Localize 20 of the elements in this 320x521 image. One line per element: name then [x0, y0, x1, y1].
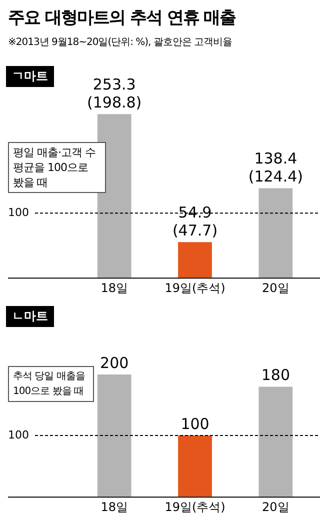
data-label: 180 — [261, 366, 290, 384]
data-label: 54.9 (47.7) — [172, 204, 218, 240]
annotation: 평일 매출·고객 수 평균을 100으로 봤을 때 — [8, 142, 106, 193]
ref-line-label: 100 — [8, 428, 29, 442]
data-label: 253.3 (198.8) — [87, 76, 142, 112]
data-label: 100 — [180, 414, 210, 433]
x-tick-label: 18일 — [100, 280, 128, 295]
data-label: 138.4 (124.4) — [248, 150, 303, 186]
x-tick-label: 19일(추석) — [164, 280, 226, 295]
x-tick-label: 18일 — [100, 500, 128, 514]
text: ※2013년 9월18~20일(단위: %), 괄호안은 고객비율 — [8, 36, 234, 49]
text: 주요 대형마트의 추석 연휴 매출 — [8, 7, 236, 29]
ref-line-label: 100 — [8, 206, 29, 219]
annotation: 추석 당일 매출을 100으로 봤을 때 — [8, 366, 94, 402]
x-tick-label: 20일 — [262, 500, 290, 514]
x-tick-label: 20일 — [262, 280, 290, 295]
x-tick-label: 19일(추석) — [164, 500, 226, 514]
chart-title: ㄴ마트 — [6, 306, 54, 327]
data-label: 200 — [100, 354, 129, 372]
chart-title: ㄱ마트 — [6, 66, 54, 87]
